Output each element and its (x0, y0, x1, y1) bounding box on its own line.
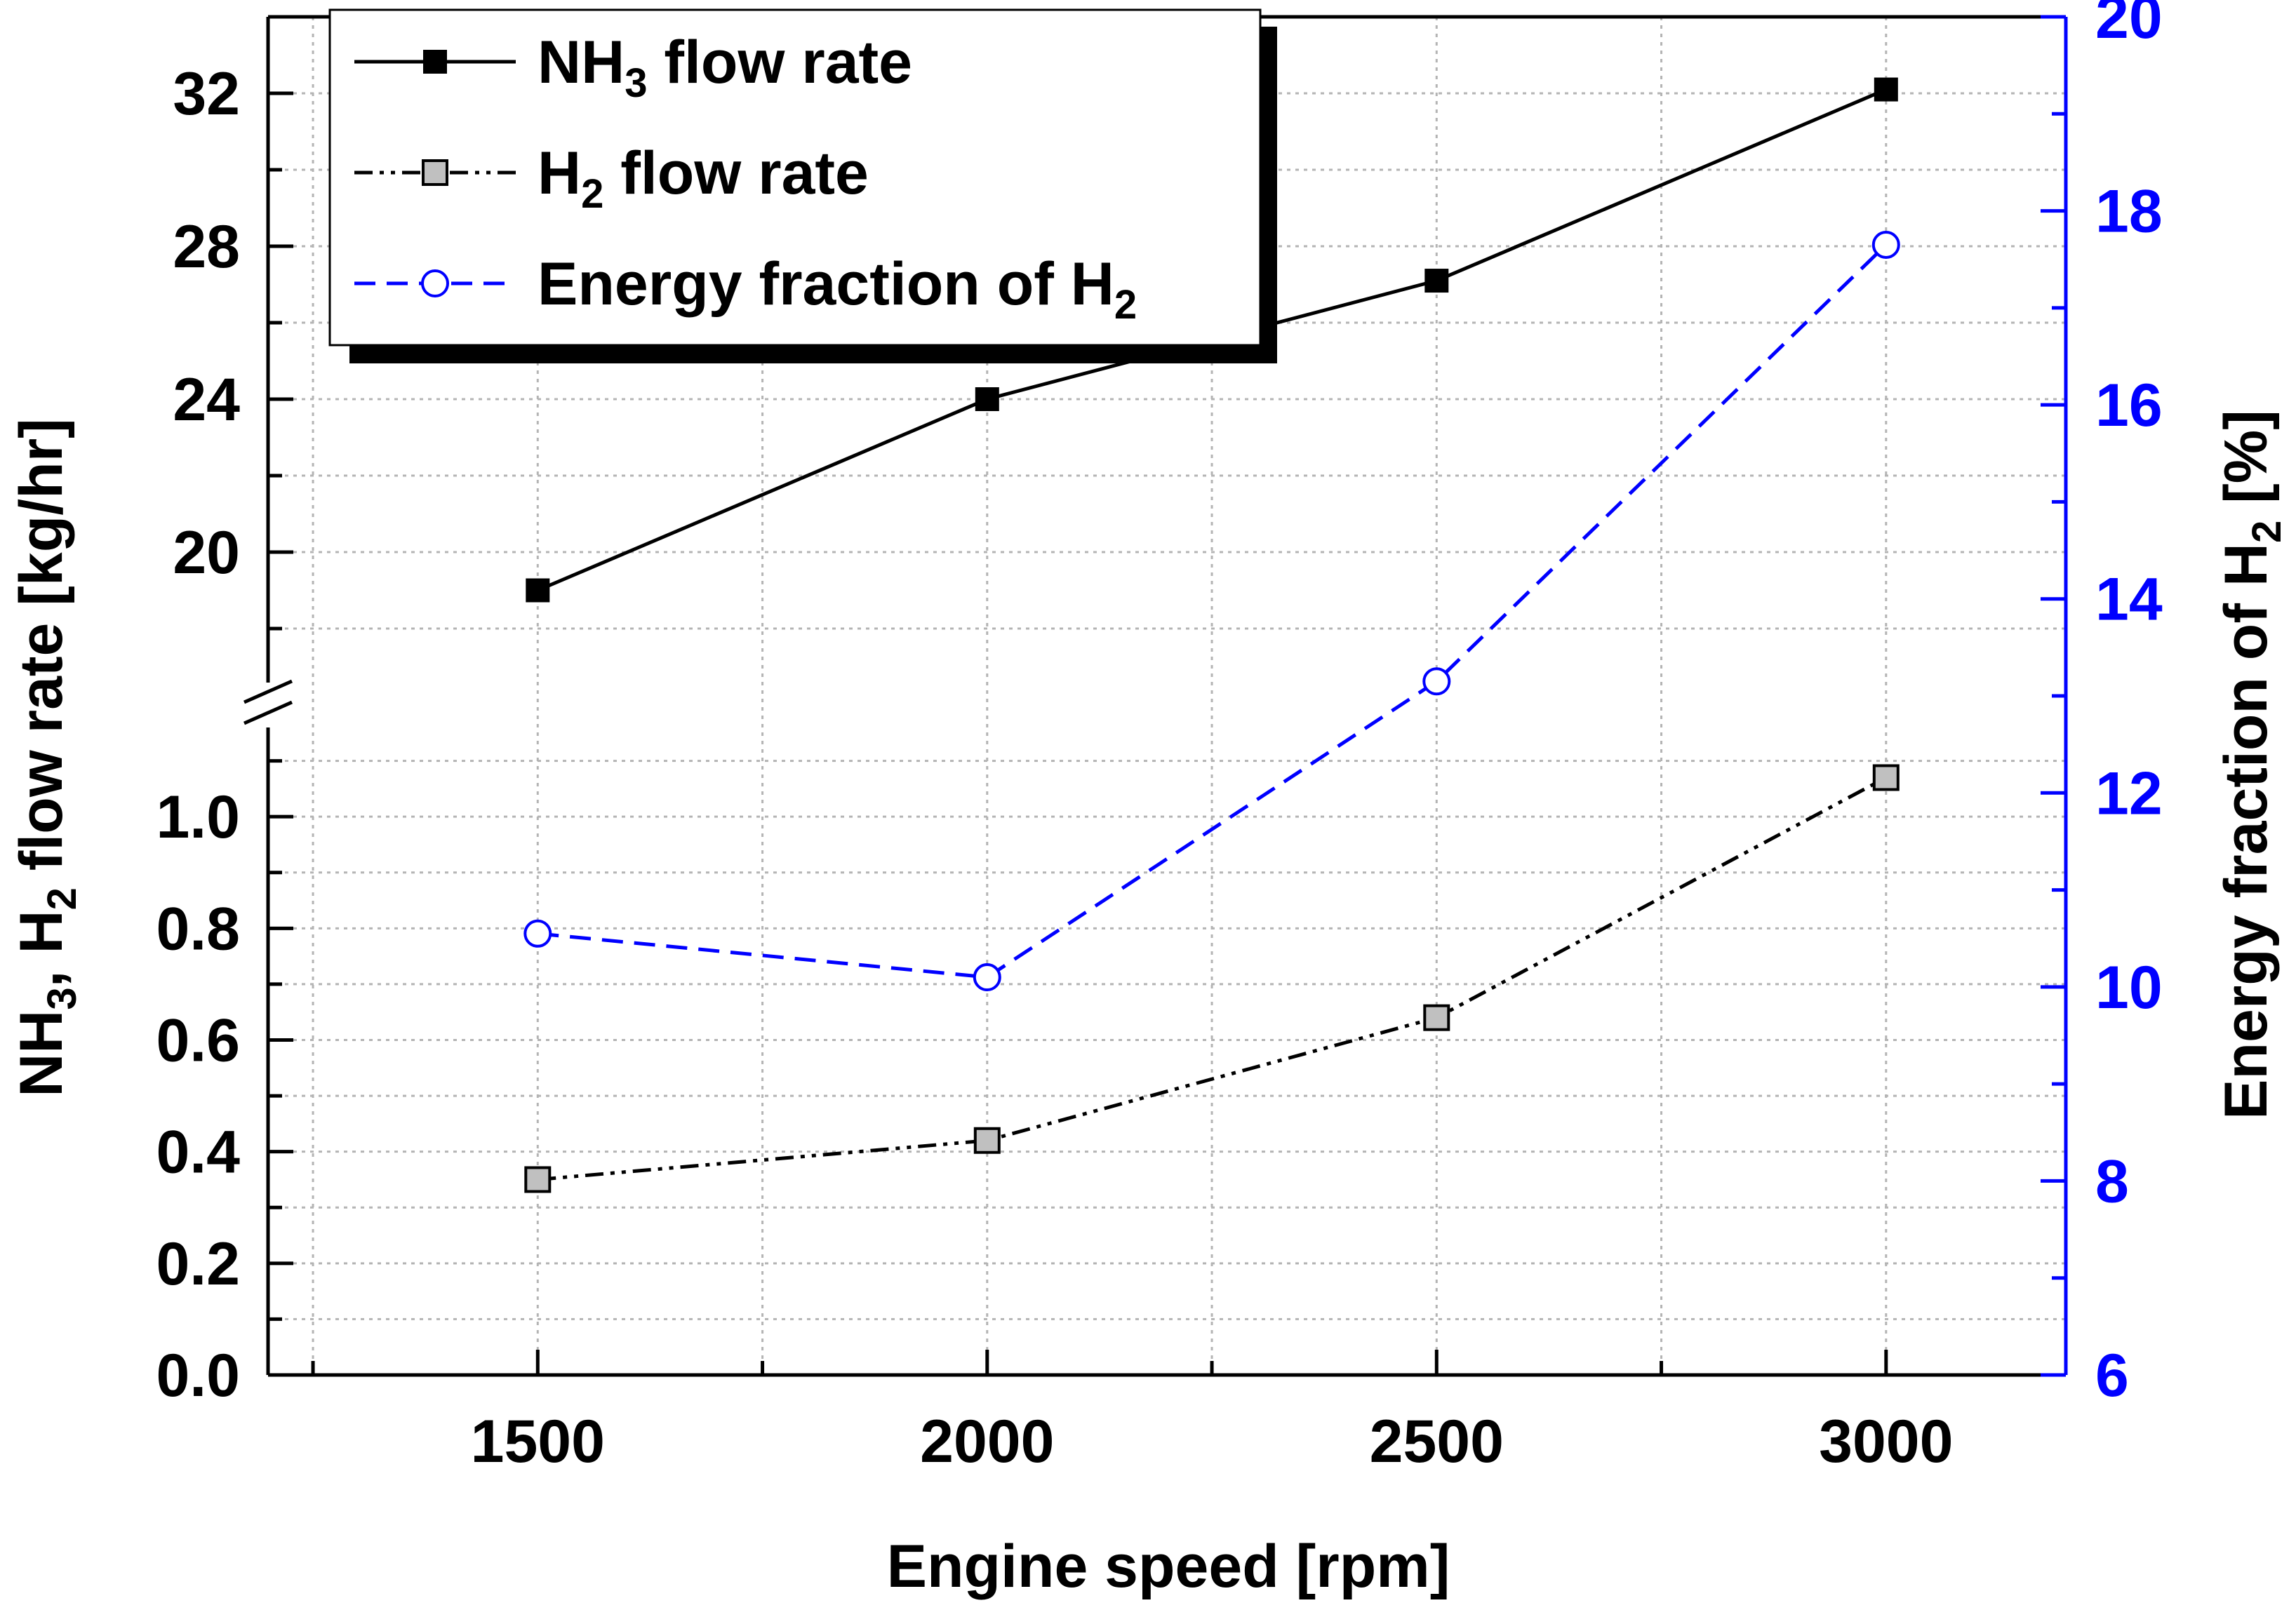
x-tick-label: 3000 (1819, 1408, 1953, 1475)
y-right-tick-label: 12 (2095, 760, 2163, 827)
y-left-title-sub: 2 (39, 887, 85, 910)
point-nh3 (1424, 269, 1449, 293)
legend-box (328, 8, 1262, 347)
point-nh3 (975, 387, 999, 411)
point-energy (523, 919, 552, 948)
y-axis-right-title: Energy fraction of H2 [%] (2212, 410, 2290, 1120)
y-right-tick-label: 6 (2095, 1342, 2129, 1409)
x-axis-title: Engine speed [rpm] (887, 1533, 1450, 1600)
y-right-tick-label: 8 (2095, 1148, 2129, 1215)
y-right-tick-label: 20 (2095, 0, 2163, 51)
y-left-tick-label: 24 (173, 366, 240, 434)
point-h2 (1423, 1004, 1450, 1031)
point-energy (973, 963, 1001, 992)
y-axis-right: 6 8 10 12 14 16 18 20 (2041, 0, 2163, 1409)
x-axis: 1500 2000 2500 3000 (311, 1350, 1953, 1475)
x-tick-label: 2500 (1370, 1408, 1504, 1475)
y-left-title-part: NH (8, 1010, 75, 1097)
y-right-tick-label: 16 (2095, 372, 2163, 439)
point-h2 (973, 1127, 1001, 1154)
point-energy (1871, 230, 1900, 259)
legend-marker-h2 (422, 159, 448, 186)
series-line-energy (538, 243, 1888, 979)
y-left-tick-label: 32 (173, 60, 240, 128)
axis-break-mark (243, 679, 293, 704)
y-left-tick-label: 0.8 (156, 895, 240, 962)
y-left-tick-label: 0.2 (156, 1230, 240, 1298)
y-axis-left: 20 24 28 32 0.0 0.2 0.4 0.6 0.8 1.0 (156, 60, 293, 1409)
y-left-tick-label: 0.6 (156, 1007, 240, 1075)
series-line-h2 (538, 776, 1887, 1181)
point-h2 (1872, 764, 1900, 791)
point-nh3 (526, 578, 550, 603)
point-energy (1422, 667, 1451, 696)
y-right-tick-label: 14 (2095, 566, 2163, 633)
legend-marker-energy (421, 269, 449, 297)
y-right-tick-label: 10 (2095, 954, 2163, 1021)
y-left-tick-label: 28 (173, 213, 240, 281)
legend-label-h2: H2 flow rate (538, 140, 869, 217)
x-tick-label: 1500 (471, 1408, 605, 1475)
legend-marker-nh3 (423, 50, 447, 74)
y-left-tick-label: 0.0 (156, 1342, 240, 1409)
point-h2 (524, 1166, 552, 1193)
legend: NH3 flow rate H2 flow rate Energy fracti… (328, 8, 1277, 363)
y-axis-left-title: NH3, H2 flow rate [kg/hr] (8, 418, 85, 1097)
x-tick-label: 2000 (920, 1408, 1054, 1475)
y-left-tick-label: 20 (173, 519, 240, 586)
legend-label-nh3: NH3 flow rate (538, 29, 912, 106)
y-left-title-sub: 3 (39, 987, 85, 1009)
y-right-title-part: Energy fraction of H (2212, 543, 2280, 1120)
axis-break-mark (243, 700, 293, 725)
y-right-tick-label: 18 (2095, 178, 2163, 246)
y-right-title-part: [%] (2212, 410, 2280, 521)
y-left-title-part: flow rate [kg/hr] (8, 418, 75, 887)
y-left-tick-label: 0.4 (156, 1119, 240, 1186)
point-nh3 (1874, 77, 1898, 102)
y-left-title-part: , H (8, 910, 75, 987)
legend-label-energy: Energy fraction of H2 (538, 250, 1137, 328)
y-right-title-sub: 2 (2244, 521, 2290, 543)
y-left-tick-label: 1.0 (156, 784, 240, 851)
